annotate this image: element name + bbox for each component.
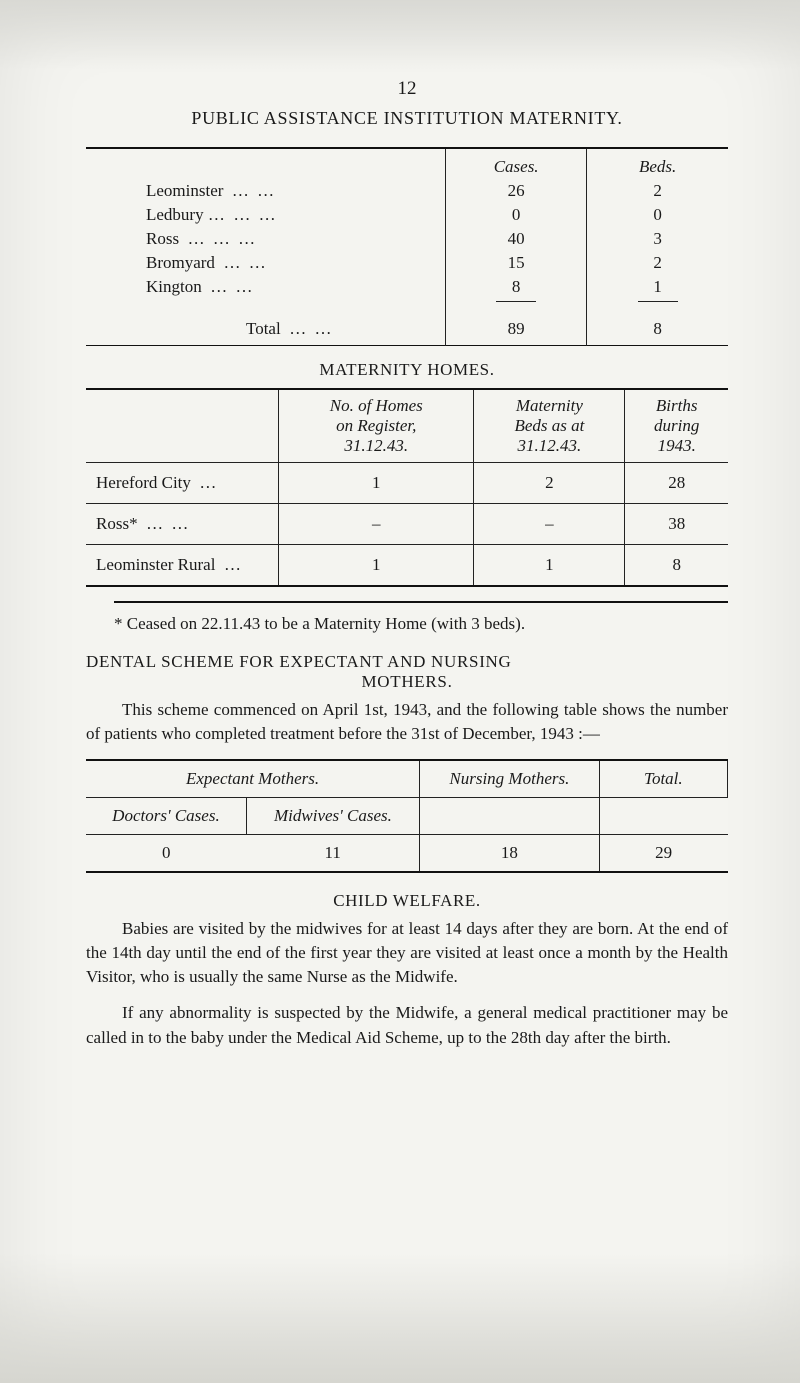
heading-dental: DENTAL SCHEME FOR EXPECTANT AND NURSING … bbox=[86, 652, 728, 692]
cell: 89 bbox=[446, 309, 587, 346]
hdr-line: on Register, bbox=[336, 416, 416, 435]
row-label: Kington bbox=[146, 277, 202, 296]
leader-dots: … … bbox=[232, 181, 276, 200]
cell: 0 bbox=[446, 203, 587, 227]
cell: 18 bbox=[420, 834, 600, 872]
footnote: * Ceased on 22.11.43 to be a Maternity H… bbox=[114, 601, 728, 636]
col-header bbox=[86, 389, 279, 463]
hdr-line: No. of Homes bbox=[330, 396, 423, 415]
leader-dots: … … bbox=[289, 319, 333, 338]
table-row: Bromyard … … 15 2 bbox=[86, 251, 728, 275]
table-row: Leominster Rural … 1 1 8 bbox=[86, 545, 728, 587]
cell: 2 bbox=[474, 463, 625, 504]
hdr-line: Maternity bbox=[516, 396, 583, 415]
table-row: Ledbury … … … 0 0 bbox=[86, 203, 728, 227]
cell: 8 bbox=[587, 309, 728, 346]
col-subheader bbox=[599, 797, 727, 834]
row-label: Leominster bbox=[146, 181, 223, 200]
col-header: No. of Homes on Register, 31.12.43. bbox=[279, 389, 474, 463]
hdr-line: Births bbox=[656, 396, 698, 415]
heading-line: MOTHERS. bbox=[86, 672, 728, 692]
cell: – bbox=[279, 504, 474, 545]
cell: 8 bbox=[625, 545, 728, 587]
hdr-line: 31.12.43. bbox=[518, 436, 582, 455]
leader-dots: … … bbox=[233, 205, 277, 224]
col-header: Maternity Beds as at 31.12.43. bbox=[474, 389, 625, 463]
page-number: 12 bbox=[86, 78, 728, 100]
col-subheader: Midwives' Cases. bbox=[246, 797, 419, 834]
row-label: Ross bbox=[146, 229, 179, 248]
table-row: Kington … … 8 1 bbox=[86, 275, 728, 299]
cell: 11 bbox=[246, 834, 419, 872]
col-header: Beds. bbox=[587, 148, 728, 179]
col-header: Births during 1943. bbox=[625, 389, 728, 463]
col-header: Nursing Mothers. bbox=[420, 760, 600, 798]
row-label: Total bbox=[246, 319, 281, 338]
cell: 26 bbox=[446, 179, 587, 203]
table-row: 0 11 18 29 bbox=[86, 834, 728, 872]
cell: 15 bbox=[446, 251, 587, 275]
hdr-line: during bbox=[654, 416, 699, 435]
row-label: Ledbury … bbox=[146, 205, 225, 224]
leader-dots: … bbox=[199, 473, 218, 492]
vignette-top bbox=[0, 0, 800, 70]
leader-dots: … … bbox=[146, 514, 190, 533]
cell: 3 bbox=[587, 227, 728, 251]
heading-child-welfare: CHILD WELFARE. bbox=[86, 891, 728, 911]
col-subheader: Doctors' Cases. bbox=[86, 797, 246, 834]
total-rule bbox=[86, 299, 728, 309]
col-header: Cases. bbox=[446, 148, 587, 179]
paragraph: Babies are visited by the midwives for a… bbox=[86, 917, 728, 990]
paragraph: This scheme commenced on April 1st, 1943… bbox=[86, 698, 728, 747]
heading-line: DENTAL SCHEME FOR EXPECTANT AND NURSING bbox=[86, 652, 728, 672]
heading-homes: MATERNITY HOMES. bbox=[86, 360, 728, 380]
table-row: Cases. Beds. bbox=[86, 148, 728, 179]
row-label: Hereford City bbox=[96, 473, 191, 492]
hdr-line: 31.12.43. bbox=[344, 436, 408, 455]
table-row-total: Total … … 89 8 bbox=[86, 309, 728, 346]
cell: 38 bbox=[625, 504, 728, 545]
cell: 1 bbox=[279, 545, 474, 587]
cell: 0 bbox=[587, 203, 728, 227]
paragraph: If any abnormality is suspected by the M… bbox=[86, 1001, 728, 1050]
leader-dots: … bbox=[224, 555, 243, 574]
cell: 0 bbox=[86, 834, 246, 872]
table-header-row: Expectant Mothers. Nursing Mothers. Tota… bbox=[86, 760, 728, 798]
col-subheader bbox=[420, 797, 600, 834]
cell: 1 bbox=[279, 463, 474, 504]
heading-main: PUBLIC ASSISTANCE INSTITUTION MATERNITY. bbox=[86, 108, 728, 129]
row-label: Leominster Rural bbox=[96, 555, 215, 574]
table-expectant-nursing: Expectant Mothers. Nursing Mothers. Tota… bbox=[86, 759, 728, 873]
vignette-bottom bbox=[0, 1253, 800, 1383]
table-row: Leominster … … 26 2 bbox=[86, 179, 728, 203]
leader-dots: … … … bbox=[188, 229, 258, 248]
col-header: Total. bbox=[599, 760, 727, 798]
cell: 40 bbox=[446, 227, 587, 251]
row-label: Ross* bbox=[96, 514, 138, 533]
table-row: Hereford City … 1 2 28 bbox=[86, 463, 728, 504]
cell: 1 bbox=[587, 275, 728, 299]
cell: 8 bbox=[446, 275, 587, 299]
table-row: Ross* … … – – 38 bbox=[86, 504, 728, 545]
leader-dots: … … bbox=[210, 277, 254, 296]
page: 12 PUBLIC ASSISTANCE INSTITUTION MATERNI… bbox=[0, 0, 800, 1383]
cell: 1 bbox=[474, 545, 625, 587]
hdr-line: Beds as at bbox=[514, 416, 584, 435]
row-label: Bromyard bbox=[146, 253, 215, 272]
cell: 29 bbox=[599, 834, 727, 872]
col-header: Expectant Mothers. bbox=[86, 760, 420, 798]
cell: 2 bbox=[587, 251, 728, 275]
cell: 2 bbox=[587, 179, 728, 203]
table-subheader-row: Doctors' Cases. Midwives' Cases. bbox=[86, 797, 728, 834]
table-cases-beds: Cases. Beds. Leominster … … 26 2 Ledbury… bbox=[86, 147, 728, 346]
hdr-line: 1943. bbox=[658, 436, 696, 455]
leader-dots: … … bbox=[223, 253, 267, 272]
cell: 28 bbox=[625, 463, 728, 504]
table-maternity-homes: No. of Homes on Register, 31.12.43. Mate… bbox=[86, 388, 728, 587]
table-header-row: No. of Homes on Register, 31.12.43. Mate… bbox=[86, 389, 728, 463]
cell: – bbox=[474, 504, 625, 545]
table-row: Ross … … … 40 3 bbox=[86, 227, 728, 251]
